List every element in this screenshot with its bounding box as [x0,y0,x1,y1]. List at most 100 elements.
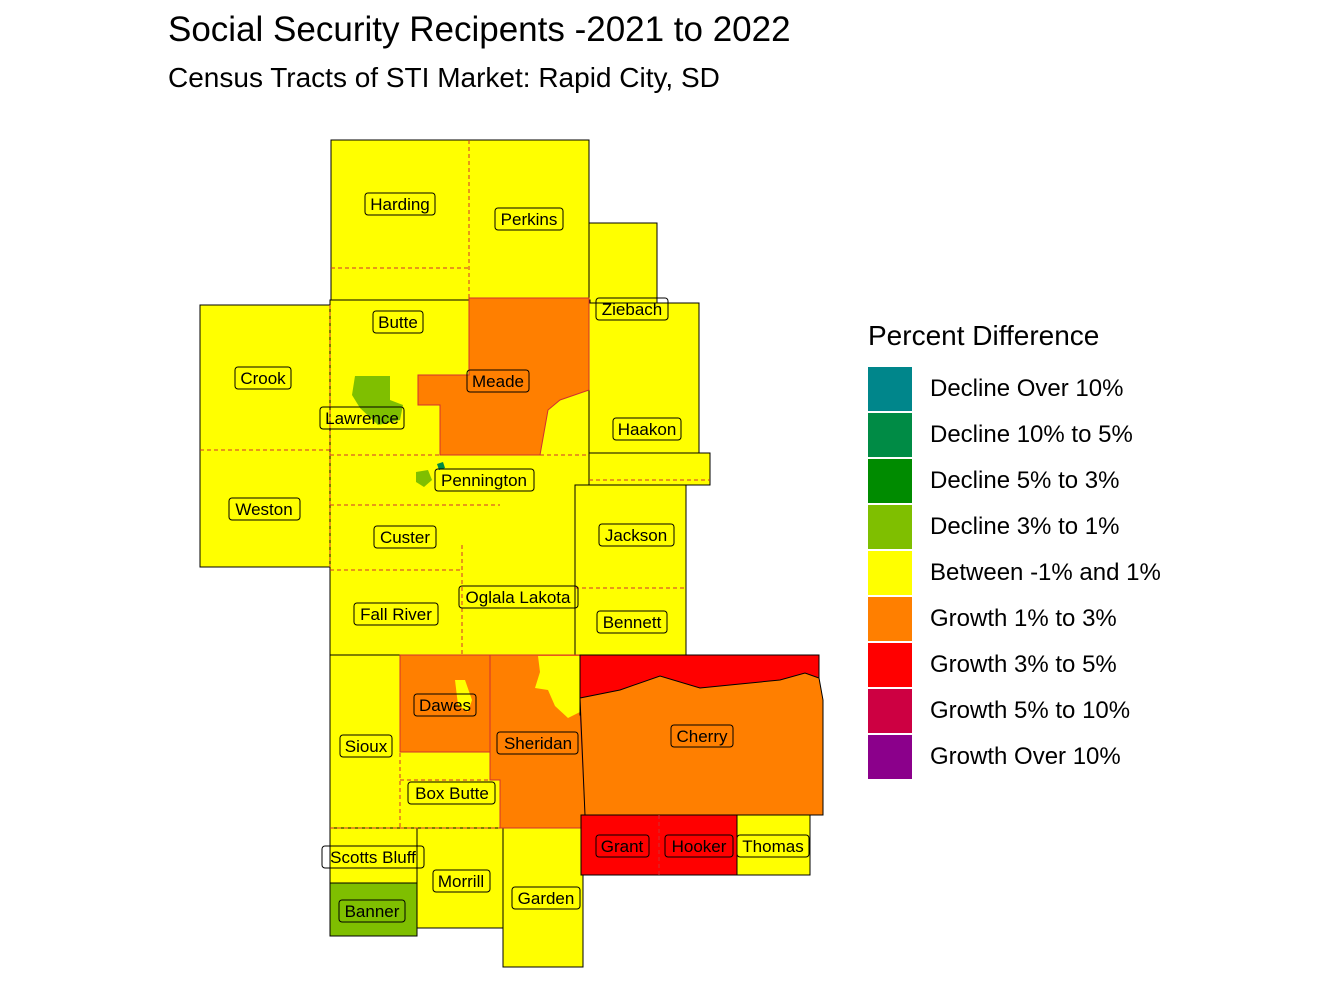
svg-text:Oglala Lakota: Oglala Lakota [466,588,571,607]
svg-text:Hooker: Hooker [672,837,727,856]
county-label-dawes: Dawes [413,693,477,717]
county-label-meade: Meade [466,369,530,393]
west-block [199,304,331,568]
legend-swatch [868,551,912,595]
legend-label: Growth Over 10% [930,743,1121,770]
map-subtitle: Census Tracts of STI Market: Rapid City,… [168,62,720,93]
meade-region [417,297,590,456]
sheridan-yellow-patch [535,656,580,718]
county-label-perkins: Perkins [494,207,564,231]
legend-swatch [868,459,912,503]
svg-text:Cherry: Cherry [676,727,728,746]
county-label-lawrence: Lawrence [319,406,405,430]
legend-item: Growth Over 10% [868,734,1161,780]
county-boundaries [200,140,710,829]
county-label-fallriver: Fall River [353,602,439,626]
legend-item: Decline Over 10% [868,366,1161,412]
garden-area [502,827,584,968]
county-label-scottsbluff: Scotts Bluff [321,845,425,869]
svg-text:Pennington: Pennington [441,471,527,490]
legend: Percent Difference Decline Over 10% Decl… [868,320,1161,780]
dawes-yellow-patch [455,680,472,712]
legend-swatch [868,597,912,641]
pennington-small-patch [437,462,445,470]
pennington-decline-patch [416,470,432,487]
county-label-custer: Custer [373,525,437,549]
svg-text:Lawrence: Lawrence [325,409,399,428]
svg-text:Garden: Garden [518,889,575,908]
county-label-butte: Butte [372,310,424,334]
svg-text:Fall River: Fall River [360,605,432,624]
jackson-area [588,452,711,486]
legend-swatch [868,505,912,549]
svg-text:Meade: Meade [472,372,524,391]
ziebach-area [588,222,658,304]
legend-swatch [868,413,912,457]
county-label-oglala: Oglala Lakota [458,585,579,609]
legend-item: Between -1% and 1% [868,550,1161,596]
county-label-bennett: Bennett [596,610,668,634]
svg-text:Harding: Harding [370,195,430,214]
county-label-weston: Weston [228,497,301,521]
county-label-garden: Garden [511,886,581,910]
legend-swatch [868,735,912,779]
legend-swatch [868,643,912,687]
svg-text:Ziebach: Ziebach [602,300,662,319]
legend-item: Growth 3% to 5% [868,642,1161,688]
legend-swatch [868,367,912,411]
county-label-ziebach: Ziebach [595,297,669,321]
svg-text:Sheridan: Sheridan [504,734,572,753]
svg-text:Weston: Weston [235,500,292,519]
svg-text:Perkins: Perkins [501,210,558,229]
county-label-boxbutte: Box Butte [407,781,496,805]
county-label-sheridan: Sheridan [496,731,579,755]
harding-perkins-area [330,139,590,301]
legend-label: Decline Over 10% [930,375,1124,402]
svg-text:Jackson: Jackson [605,526,667,545]
legend-label: Between -1% and 1% [930,559,1161,586]
svg-text:Grant: Grant [601,837,644,856]
legend-label: Growth 1% to 3% [930,605,1117,632]
svg-text:Crook: Crook [240,369,286,388]
county-label-cherry: Cherry [670,724,734,748]
county-label-morrill: Morrill [432,869,491,893]
svg-text:Scotts Bluff: Scotts Bluff [330,848,416,867]
legend-item: Decline 5% to 3% [868,458,1161,504]
legend-label: Growth 3% to 5% [930,651,1117,678]
legend-label: Decline 3% to 1% [930,513,1120,540]
legend-label: Decline 10% to 5% [930,421,1133,448]
lawrence-decline-patch [352,376,403,425]
svg-text:Dawes: Dawes [419,696,471,715]
svg-text:Butte: Butte [378,313,418,332]
county-label-harding: Harding [364,192,436,216]
svg-text:Haakon: Haakon [618,420,677,439]
legend-label: Growth 5% to 10% [930,697,1131,724]
svg-text:Thomas: Thomas [742,837,803,856]
legend-swatch [868,689,912,733]
legend-item: Decline 3% to 1% [868,504,1161,550]
county-label-banner: Banner [338,899,406,923]
svg-text:Bennett: Bennett [603,613,662,632]
map-title: Social Security Recipents -2021 to 2022 [168,10,791,49]
thomas-region [736,814,811,876]
county-label-haakon: Haakon [612,417,682,441]
legend-item: Decline 10% to 5% [868,412,1161,458]
legend-item: Growth 5% to 10% [868,688,1161,734]
county-labels: Harding Perkins Ziebach Butte Crook Mead… [228,192,810,923]
county-label-crook: Crook [234,366,292,390]
legend-label: Decline 5% to 3% [930,467,1120,494]
county-label-hooker: Hooker [664,834,734,858]
legend-item: Growth 1% to 3% [868,596,1161,642]
svg-text:Sioux: Sioux [345,737,388,756]
banner-region [329,882,418,937]
county-label-thomas: Thomas [736,834,810,858]
svg-text:Custer: Custer [380,528,430,547]
svg-text:Morrill: Morrill [438,872,484,891]
county-label-pennington: Pennington [434,468,535,492]
svg-text:Box Butte: Box Butte [415,784,489,803]
svg-text:Banner: Banner [345,902,400,921]
legend-title: Percent Difference [868,320,1100,351]
county-label-sioux: Sioux [339,734,393,758]
county-label-grant: Grant [595,834,650,858]
